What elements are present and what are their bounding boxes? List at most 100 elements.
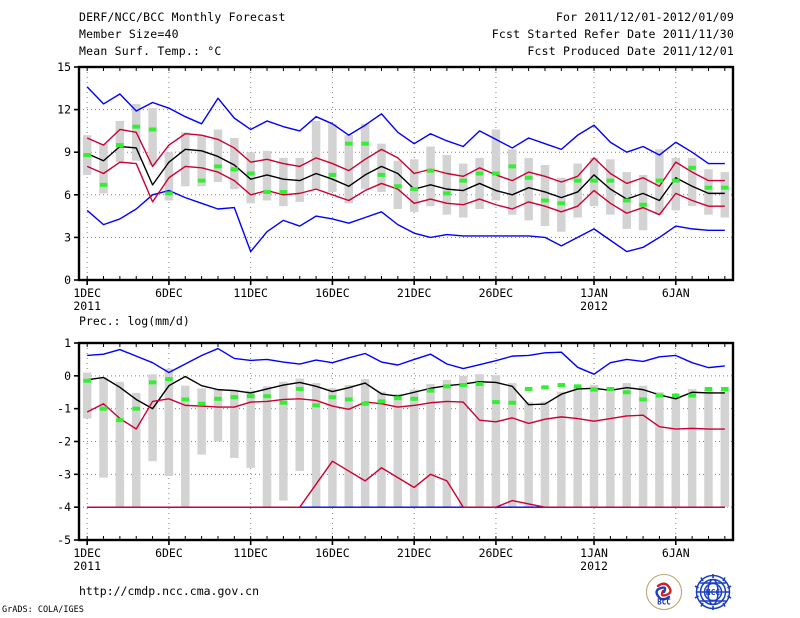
spread-bar: [442, 379, 452, 508]
spread-bar: [344, 385, 354, 508]
spread-bar: [720, 172, 730, 218]
gridlines: [79, 67, 733, 280]
y-tick-label: -3: [57, 467, 71, 481]
plot-frame: [77, 65, 735, 282]
spread-bar: [573, 385, 582, 508]
spread-bar: [409, 159, 419, 212]
spread-bar: [328, 388, 337, 508]
series-line: [86, 145, 725, 202]
spread-bar: [557, 391, 566, 508]
spread-bar: [99, 143, 108, 194]
series-line: [87, 375, 725, 410]
series-line: [87, 460, 725, 508]
x-tick-label: 16DEC: [315, 286, 350, 300]
website-url[interactable]: http://cmdp.ncc.cma.gov.cn: [79, 584, 260, 598]
prec-panel-axis-title: Prec.: log(mm/d): [79, 314, 190, 328]
surface-temperature-chart: 0 3 6 9 12 15 1DEC 2011 6DEC 11DEC 16DEC 21DEC 26DEC…: [57, 60, 735, 310]
spread-bar: [687, 157, 697, 207]
spread-bar: [524, 402, 533, 508]
spread-bar: [720, 389, 730, 508]
spread-bar: [164, 368, 174, 476]
spread-bar: [704, 169, 713, 215]
x-tick-label: 6DEC: [155, 286, 183, 300]
x-tick-label: 21DEC: [397, 546, 432, 560]
spread-bar: [508, 149, 517, 215]
spread-bar: [491, 375, 501, 508]
x-tick-label: 11DEC: [233, 546, 268, 560]
spread-bar: [671, 396, 681, 508]
spread-bar: [508, 383, 517, 508]
spread-bar: [148, 374, 157, 462]
bcc-logo: BCC: [646, 574, 682, 610]
series-line: [86, 128, 725, 187]
x-tick-label: 1JAN: [580, 546, 608, 560]
bcc-logo-text: BCC: [657, 598, 671, 607]
grads-credit: GrADS: COLA/IGES: [2, 605, 84, 615]
spread-bar: [540, 164, 550, 227]
spread-bar: [458, 375, 468, 508]
x-tick-label: 6DEC: [155, 546, 183, 560]
series-line: [86, 189, 725, 253]
spread-bar: [197, 135, 206, 187]
series-line: [87, 347, 725, 375]
y-tick-label: -1: [57, 402, 71, 416]
spread-bar: [279, 157, 288, 207]
spread-bar: [246, 390, 255, 468]
spread-bar: [655, 392, 664, 508]
y-tick-label: 9: [64, 145, 71, 159]
spread-bar: [213, 388, 223, 442]
spread-bar: [426, 146, 435, 207]
x-tick-label: 16DEC: [315, 546, 350, 560]
x-tick-sublabel: 2011: [73, 299, 101, 310]
x-tick-label: 6JAN: [662, 286, 690, 300]
spread-bar: [409, 389, 419, 508]
forecast-period-label: For 2011/12/01-2012/01/09: [555, 10, 734, 24]
fcst-started-date-label: Fcst Started Refer Date 2011/11/30: [491, 27, 734, 41]
spread-bar: [328, 123, 337, 192]
ncc-logo: NCC: [694, 574, 732, 610]
y-tick-label: 6: [64, 188, 71, 202]
spread-bar: [99, 377, 108, 478]
spread-bar: [164, 152, 174, 201]
forecast-title: DERF/NCC/BCC Monthly Forecast: [79, 10, 286, 24]
series-line: [86, 86, 725, 165]
series-line: [86, 398, 725, 430]
spread-bar: [181, 132, 190, 187]
temp-panel-axis-title: Mean Surf. Temp.: °C: [79, 44, 222, 58]
y-tick-label: 12: [57, 103, 71, 117]
ensemble-spread-bars: [82, 368, 730, 508]
spread-bar: [115, 120, 125, 163]
spread-bar: [360, 123, 370, 190]
spread-bar: [311, 120, 321, 190]
spread-bar: [704, 389, 713, 508]
spread-bar: [181, 385, 190, 508]
x-tick-label: 1DEC: [73, 286, 101, 300]
spread-bar: [622, 383, 631, 508]
x-tick-label: 1JAN: [580, 286, 608, 300]
median-marks: [83, 377, 729, 423]
spread-bar: [393, 393, 403, 508]
spread-bar: [606, 159, 615, 215]
spread-bar: [230, 389, 239, 458]
spread-bar: [311, 383, 321, 508]
spread-bar: [377, 143, 386, 192]
spread-bar: [262, 386, 272, 508]
spread-bar: [589, 385, 599, 508]
ncc-logo-text: NCC: [706, 588, 721, 597]
spread-bar: [491, 129, 501, 201]
precipitation-chart: -5 -4 -3 -2 -1 0 1 1DEC 2011 6DEC 11DEC 16DEC 21DEC 2…: [0, 325, 800, 575]
spread-bar: [475, 374, 484, 508]
spread-bar: [148, 108, 157, 165]
spread-bar: [426, 384, 435, 508]
spread-bar: [573, 163, 582, 218]
spread-bar: [442, 155, 452, 215]
spread-bar: [671, 157, 681, 211]
spread-bar: [344, 135, 354, 204]
y-tick-label: -2: [57, 435, 71, 449]
series-line: [86, 161, 725, 216]
data-series: [83, 347, 729, 508]
spread-bar: [524, 157, 533, 221]
